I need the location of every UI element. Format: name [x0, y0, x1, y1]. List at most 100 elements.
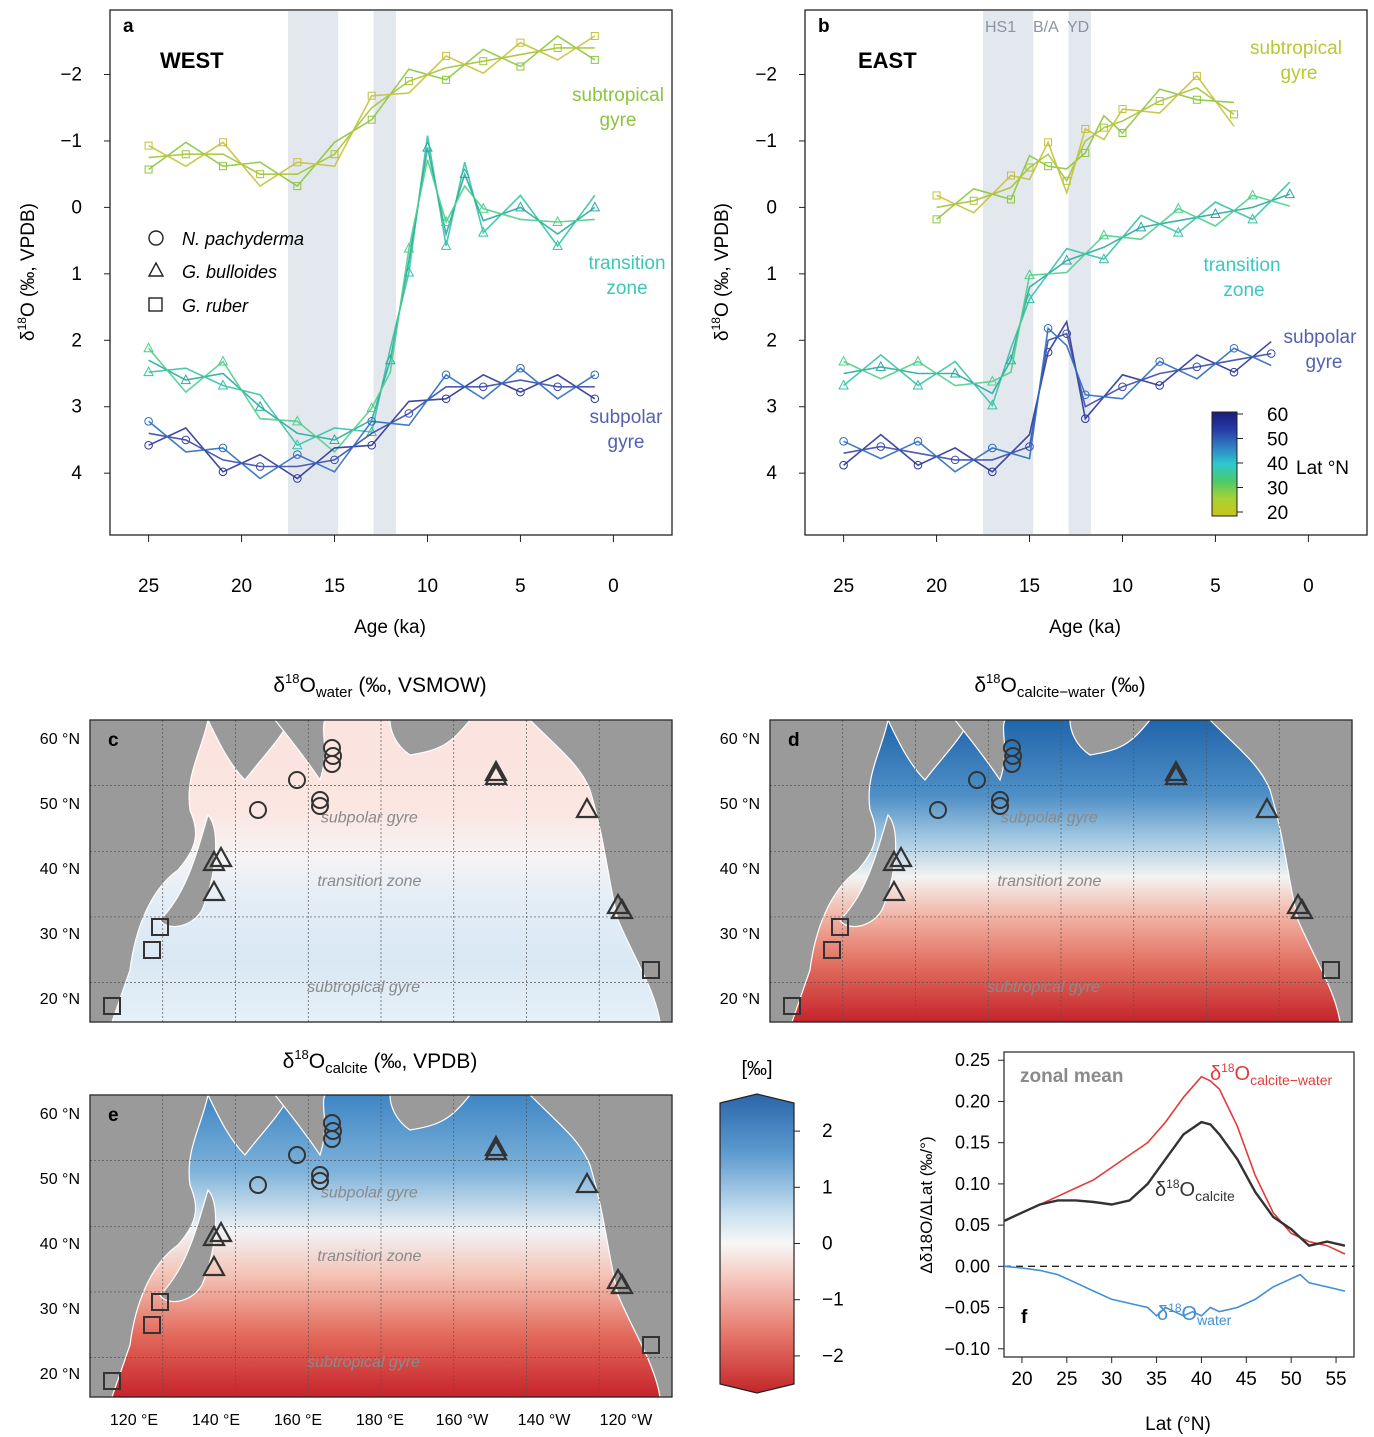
data-point-square	[1099, 123, 1108, 132]
core-site-triangle	[484, 759, 508, 782]
series-line	[1003, 1120, 1346, 1248]
y-tick-label: −0.05	[944, 1298, 990, 1318]
data-point-triangle	[589, 201, 601, 212]
latitude-colorbar-ticks: 60 50 40 30 20	[1237, 405, 1288, 524]
panel-a-y-ticks: −2 −1 0 1 2 3 4	[60, 65, 110, 484]
y-tick-label: 0	[71, 197, 82, 218]
map-lat-tick-label: 20 °N	[40, 1366, 80, 1383]
y-tick-label: 0.15	[955, 1133, 990, 1153]
series-line	[843, 326, 1272, 473]
y-tick-label: 0.20	[955, 1091, 990, 1111]
core-site-triangle	[610, 897, 634, 920]
core-site-triangle	[575, 796, 599, 819]
data-point-square	[1118, 105, 1127, 114]
y-tick-label: 3	[766, 397, 777, 418]
map-lon-tick-label: 140 °W	[518, 1412, 572, 1429]
data-point-square	[144, 141, 153, 150]
panel-b-y-ticks: −2 −1 0 1 2 3 4	[755, 65, 805, 484]
data-point-circle	[181, 435, 191, 445]
map-e-title: δ18Ocalcite (‰, VPDB)	[283, 1047, 478, 1077]
core-site-square	[642, 961, 660, 979]
map-lat-tick-label: 20 °N	[720, 991, 760, 1008]
x-tick-label: 20	[231, 576, 252, 597]
panel-a-xlabel: Age (ka)	[354, 617, 426, 638]
core-site-square	[151, 1293, 169, 1311]
data-point-square	[330, 150, 339, 159]
core-site-square	[831, 918, 849, 936]
data-point-circle	[441, 394, 451, 404]
core-site-triangle	[882, 849, 906, 872]
latitude-colorbar-title: Lat °N	[1296, 458, 1349, 479]
diverging-tick-label: −1	[822, 1290, 844, 1311]
panel-b-x-ticks: 25 20 15 10 5 0	[833, 535, 1314, 597]
y-tick-label: 1	[71, 264, 82, 285]
panel-b-xlabel: Age (ka)	[1049, 617, 1121, 638]
map-lon-tick-label: 140 °E	[192, 1412, 240, 1429]
data-point-triangle	[477, 226, 489, 237]
map-region-label: subpolar gyre	[321, 810, 418, 827]
data-point-triangle	[292, 439, 303, 450]
core-site-triangle	[882, 879, 906, 902]
map-region-label: subtropical gyre	[307, 1354, 420, 1371]
series-line	[148, 379, 595, 468]
data-point-circle	[913, 436, 923, 446]
panel-a-west: −2 −1 0 1 2 3 4 25 20 15 10 5 0 a WEST Age (ka) δ18…	[15, 9, 673, 638]
map-region-label: subtropical gyre	[987, 979, 1100, 996]
data-point-triangle	[217, 355, 229, 366]
y-tick-label: −2	[755, 65, 777, 86]
latitude-tick-label: 50	[1267, 430, 1288, 451]
core-site-triangle	[484, 1138, 508, 1161]
x-tick-label: 25	[138, 576, 159, 597]
data-point-circle	[1080, 390, 1090, 400]
data-point-triangle	[838, 379, 849, 390]
data-point-triangle	[552, 239, 563, 250]
panel-b-zone-subpolar-1: subpolar	[1284, 327, 1358, 348]
map-lat-tick-label: 40 °N	[40, 1236, 80, 1253]
data-point-triangle	[180, 374, 192, 385]
y-tick-label: −1	[755, 131, 777, 152]
latitude-colorbar: 60 50 40 30 20 Lat °N	[1211, 405, 1349, 524]
panel-f-series	[1003, 1075, 1346, 1317]
data-point-triangle	[1247, 213, 1258, 224]
data-point-square	[1192, 95, 1201, 104]
core-site-triangle	[575, 1171, 599, 1194]
core-site-triangle	[1290, 897, 1314, 920]
data-point-square	[144, 165, 153, 174]
legend-label-ruber: G. ruber	[182, 296, 249, 316]
land-mass	[389, 1094, 472, 1131]
land-mass	[953, 719, 1006, 782]
data-point-triangle	[552, 215, 563, 227]
y-tick-label: −2	[60, 65, 82, 86]
map-lon-tick-label: 160 °E	[274, 1412, 322, 1429]
data-point-triangle	[912, 379, 924, 390]
data-point-square	[367, 91, 376, 100]
data-point-circle	[367, 440, 377, 450]
data-point-square	[1044, 138, 1053, 147]
panel-a-ylabel: δ18O (‰, VPDB)	[15, 203, 39, 341]
land-mass	[528, 1094, 673, 1398]
land-mass	[159, 1188, 217, 1303]
data-point-circle	[1266, 349, 1276, 358]
data-point-triangle	[1284, 188, 1296, 199]
data-point-circle	[913, 460, 923, 470]
data-point-square	[932, 215, 941, 224]
data-point-circle	[218, 443, 228, 453]
panel-b-zone-subtropical-2: gyre	[1281, 63, 1318, 84]
event-band	[288, 11, 339, 534]
map-lat-tick-label: 60 °N	[40, 731, 80, 748]
data-point-circle	[988, 443, 997, 453]
series-line	[148, 47, 595, 175]
series-line	[148, 373, 596, 480]
data-point-triangle	[1024, 269, 1035, 280]
data-point-circle	[1155, 357, 1164, 366]
data-point-square	[218, 138, 227, 147]
event-label-yd: YD	[1067, 19, 1089, 36]
data-point-triangle	[292, 415, 303, 426]
diverging-tick-label: 2	[822, 1121, 833, 1142]
core-site-circle	[968, 771, 986, 789]
data-point-triangle	[440, 215, 452, 227]
data-point-circle	[1229, 367, 1239, 377]
data-point-circle	[516, 387, 525, 397]
map-e-calcite: subpolar gyre transition zone subtropical …	[40, 1094, 673, 1429]
